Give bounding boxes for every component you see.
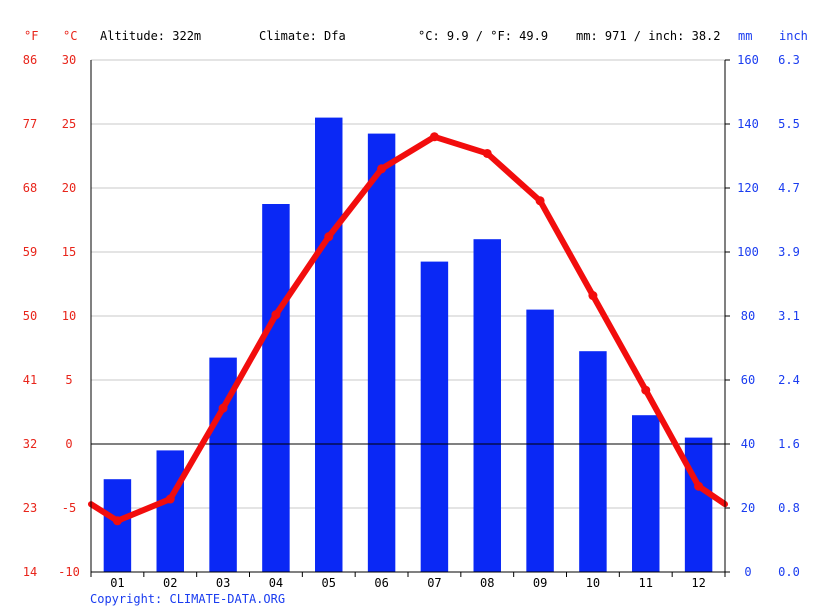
month-tick-label: 04: [269, 576, 283, 590]
fahrenheit-tick-label: 41: [23, 373, 37, 387]
celsius-tick-label: 0: [65, 437, 72, 451]
mm-unit-label: mm: [738, 29, 752, 43]
month-tick-label: 02: [163, 576, 177, 590]
mm-tick-label: 100: [737, 245, 759, 259]
tick-labels: 86 30 77 25 68 20 59 15 50 10 41 5 32 0 23 -5 14 -10 160 6.…: [23, 53, 800, 590]
precipitation-bar: [420, 261, 449, 572]
celsius-tick-label: 5: [65, 373, 72, 387]
precipitation-bar: [156, 450, 184, 572]
celsius-tick-label: 15: [62, 245, 76, 259]
inch-unit-label: inch: [779, 29, 808, 43]
mm-tick-label: 0: [744, 565, 751, 579]
inch-tick-label: 5.5: [778, 117, 800, 131]
average-temperature-label: °C: 9.9 / °F: 49.9: [418, 29, 548, 43]
fahrenheit-tick-label: 59: [23, 245, 37, 259]
temperature-line-layer: [88, 132, 728, 526]
inch-tick-label: 6.3: [778, 53, 800, 67]
mm-tick-label: 60: [741, 373, 755, 387]
precipitation-bars: [103, 117, 713, 572]
inch-tick-label: 0.8: [778, 501, 800, 515]
temperature-point: [324, 232, 334, 242]
precipitation-bar: [632, 415, 660, 572]
month-tick-label: 09: [533, 576, 547, 590]
temperature-point: [588, 291, 598, 301]
temperature-point: [112, 516, 122, 526]
precipitation-bar: [579, 351, 607, 572]
altitude-label: Altitude: 322m: [100, 29, 201, 43]
celsius-tick-label: 20: [62, 181, 76, 195]
mm-tick-label: 120: [737, 181, 759, 195]
axes: [90, 59, 730, 577]
celsius-tick-label: 25: [62, 117, 76, 131]
mm-tick-label: 160: [737, 53, 759, 67]
fahrenheit-tick-label: 50: [23, 309, 37, 323]
temperature-line: [88, 133, 728, 524]
fahrenheit-tick-label: 32: [23, 437, 37, 451]
temperature-point: [218, 403, 228, 413]
temperature-point: [377, 164, 387, 174]
temperature-point: [482, 148, 492, 158]
copyright-text: Copyright: CLIMATE-DATA.ORG: [90, 592, 285, 606]
fahrenheit-tick-label: 23: [23, 501, 37, 515]
fahrenheit-tick-label: 68: [23, 181, 37, 195]
precipitation-bar: [473, 239, 501, 572]
precipitation-bar: [526, 309, 554, 572]
mm-tick-label: 80: [741, 309, 755, 323]
grid-lines: [91, 59, 725, 573]
temperature-point: [429, 132, 439, 142]
celsius-unit-label: °C: [63, 29, 77, 43]
inch-tick-label: 4.7: [778, 181, 800, 195]
month-tick-label: 08: [480, 576, 494, 590]
temperature-point: [535, 196, 545, 206]
month-tick-label: 07: [427, 576, 441, 590]
celsius-tick-label: -10: [58, 565, 80, 579]
mm-tick-label: 140: [737, 117, 759, 131]
month-tick-label: 06: [374, 576, 388, 590]
month-tick-label: 01: [110, 576, 124, 590]
precipitation-bar: [262, 204, 290, 572]
fahrenheit-tick-label: 86: [23, 53, 37, 67]
inch-tick-label: 0.0: [778, 565, 800, 579]
precipitation-bar: [684, 437, 713, 572]
celsius-tick-label: 10: [62, 309, 76, 323]
temperature-point: [641, 385, 651, 395]
month-tick-label: 05: [322, 576, 336, 590]
inch-tick-label: 3.1: [778, 309, 800, 323]
precipitation-bar: [315, 117, 343, 572]
annual-precipitation-label: mm: 971 / inch: 38.2: [576, 29, 721, 43]
celsius-tick-label: -5: [62, 501, 76, 515]
fahrenheit-tick-label: 14: [23, 565, 37, 579]
month-tick-label: 10: [586, 576, 600, 590]
precipitation-bar: [103, 479, 132, 572]
temperature-point: [694, 481, 704, 491]
precipitation-bar: [367, 133, 396, 572]
climate-label: Climate: Dfa: [259, 29, 346, 43]
month-tick-label: 03: [216, 576, 230, 590]
temperature-point: [165, 494, 175, 504]
celsius-tick-label: 30: [62, 53, 76, 67]
fahrenheit-unit-label: °F: [24, 29, 38, 43]
inch-tick-label: 1.6: [778, 437, 800, 451]
inch-tick-label: 2.4: [778, 373, 800, 387]
inch-tick-label: 3.9: [778, 245, 800, 259]
month-tick-label: 12: [691, 576, 705, 590]
mm-tick-label: 20: [741, 501, 755, 515]
fahrenheit-tick-label: 77: [23, 117, 37, 131]
mm-tick-label: 40: [741, 437, 755, 451]
month-tick-label: 11: [639, 576, 653, 590]
temperature-point: [271, 310, 281, 320]
